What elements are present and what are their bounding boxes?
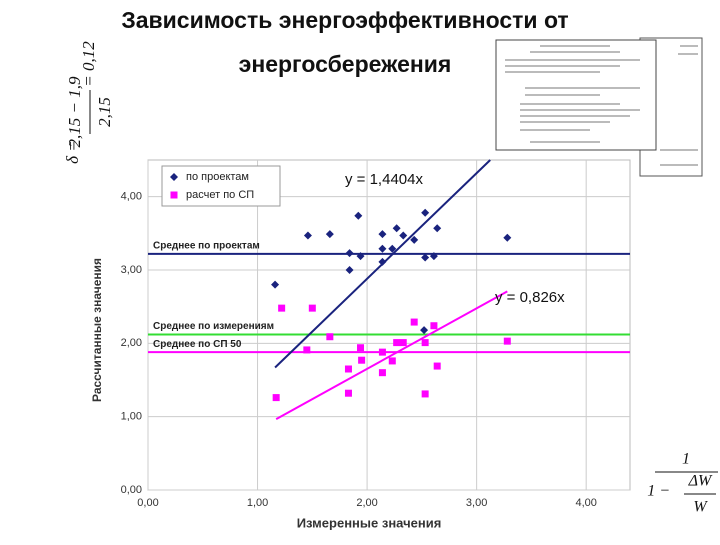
point: [430, 322, 438, 330]
point: [378, 257, 387, 266]
x-tick-label: 1,00: [247, 497, 268, 509]
point: [345, 249, 354, 258]
point: [326, 333, 334, 341]
point: [421, 208, 430, 217]
y-tick-label: 3,00: [121, 264, 142, 276]
formula-ratio: 1 1 − ΔW W: [647, 451, 718, 516]
point: [325, 230, 334, 239]
point: [344, 389, 352, 397]
y-tick-label: 0,00: [121, 484, 142, 496]
point: [399, 231, 408, 240]
point: [421, 253, 430, 262]
document-thumbnail: [495, 37, 703, 177]
formula-delta: δ = 2,15 − 1,9 2,15 = 0,12: [63, 41, 114, 164]
trend-line: [275, 290, 508, 421]
point: [421, 390, 429, 398]
y-tick-label: 2,00: [121, 337, 142, 349]
formula-lhs: δ =: [63, 140, 82, 164]
legend-label: по проектам: [186, 171, 249, 183]
formula-numerator: 2,15 − 1,9: [65, 76, 84, 147]
point: [357, 344, 365, 352]
chart: 0,00 1,00 2,00 3,00 4,00 0,00 1,00 2,00 3,00 4,00…: [90, 159, 631, 530]
point: [503, 233, 512, 242]
point: [354, 211, 363, 220]
point: [358, 356, 366, 364]
point: [421, 339, 429, 347]
plot-area: [147, 159, 631, 491]
legend-label: расчет по СП: [186, 189, 254, 201]
y-tick-label: 1,00: [121, 411, 142, 423]
point: [399, 339, 407, 347]
point: [378, 244, 387, 253]
trend-label: y = 0,826x: [495, 289, 565, 306]
trend-label: y = 1,4404x: [345, 171, 423, 188]
point: [308, 304, 316, 312]
x-tick-label: 3,00: [466, 497, 487, 509]
reference-label: Среднее по СП 50: [153, 339, 242, 350]
point: [378, 230, 387, 239]
formula-result: = 0,12: [79, 41, 98, 87]
point: [378, 348, 386, 356]
formula-inner-denominator: W: [693, 499, 708, 516]
x-tick-label: 2,00: [356, 497, 377, 509]
y-axis-title: Рассчитанные значения: [90, 258, 104, 402]
x-tick-label: 0,00: [137, 497, 158, 509]
legend-marker: [170, 173, 178, 181]
point: [303, 231, 312, 240]
point: [433, 224, 442, 233]
point: [303, 346, 311, 354]
point: [271, 280, 280, 289]
point: [392, 224, 401, 233]
point: [278, 304, 286, 312]
title-line: Зависимость энергоэффективности от: [121, 7, 568, 33]
point: [503, 337, 511, 345]
formula-prefix: 1 −: [647, 483, 670, 500]
point: [410, 318, 418, 326]
point: [410, 235, 419, 244]
point: [420, 326, 429, 335]
x-axis-title: Измеренные значения: [297, 515, 442, 530]
legend-box: [161, 165, 281, 207]
formula-denominator: 2,15: [95, 97, 114, 127]
point: [393, 339, 401, 347]
point: [429, 252, 438, 261]
formula-numerator: 1: [682, 451, 690, 468]
point: [344, 365, 352, 373]
point: [378, 369, 386, 377]
title-line: энергосбережения: [239, 51, 452, 77]
legend-marker: [170, 191, 178, 199]
formula-inner-numerator: ΔW: [688, 473, 713, 490]
point: [356, 252, 365, 261]
point: [388, 244, 397, 253]
point: [345, 266, 354, 274]
point: [433, 362, 441, 370]
point: [388, 357, 396, 365]
x-tick-label: 4,00: [575, 497, 596, 509]
y-tick-label: 4,00: [121, 191, 142, 203]
reference-label: Среднее по проектам: [153, 241, 260, 252]
point: [272, 394, 280, 402]
reference-label: Среднее по измерениям: [153, 321, 274, 332]
